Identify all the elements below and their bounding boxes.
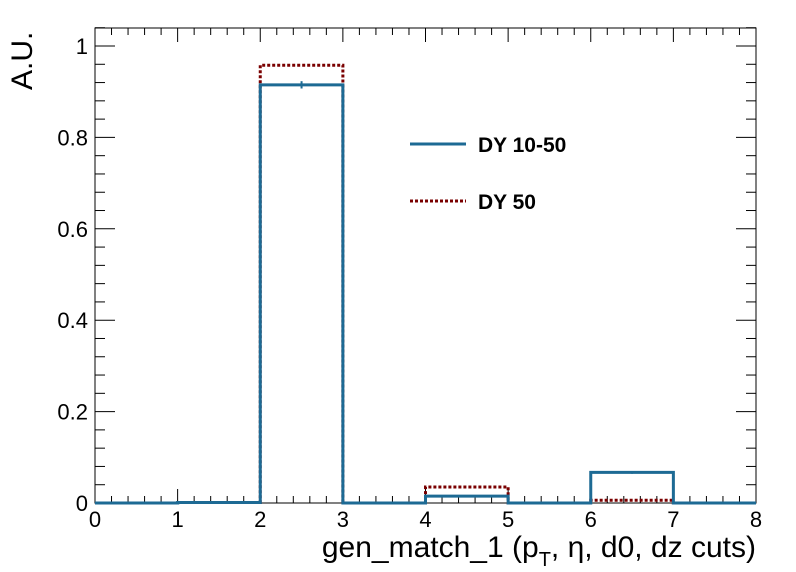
x-tick-label: 3 bbox=[337, 507, 349, 532]
y-tick-label: 0.4 bbox=[57, 308, 88, 333]
histogram-line-dy-10-50 bbox=[95, 83, 756, 505]
x-axis-title: gen_match_1 (pT, η, d0, dz cuts) bbox=[322, 531, 756, 571]
y-tick-labels: 0 0.2 0.4 0.6 0.8 1 bbox=[57, 34, 88, 516]
x-tick-label: 8 bbox=[750, 507, 762, 532]
x-tick-label: 4 bbox=[419, 507, 431, 532]
y-tick-label: 0 bbox=[76, 491, 88, 516]
histogram-series bbox=[95, 63, 756, 505]
x-tick-labels: 0 1 2 3 4 5 6 7 8 bbox=[89, 507, 762, 532]
y-tick-label: 1 bbox=[76, 34, 88, 59]
x-axis-title-main: gen_match_1 (p bbox=[322, 531, 539, 564]
legend: DY 10-50 DY 50 bbox=[410, 134, 566, 214]
x-tick-label: 7 bbox=[667, 507, 679, 532]
legend-label-dy-10-50: DY 10-50 bbox=[478, 134, 566, 157]
legend-label-dy-50: DY 50 bbox=[478, 191, 536, 214]
x-axis-title-subscript: T bbox=[539, 549, 551, 571]
axis-ticks bbox=[94, 27, 757, 504]
y-tick-label: 0.8 bbox=[57, 125, 88, 150]
x-tick-label: 6 bbox=[585, 507, 597, 532]
x-tick-label: 5 bbox=[502, 507, 514, 532]
x-tick-label: 1 bbox=[172, 507, 184, 532]
y-tick-label: 0.2 bbox=[57, 400, 88, 425]
y-axis-title: A.U. bbox=[6, 32, 39, 90]
x-axis-title-rest: , η, d0, dz cuts) bbox=[551, 531, 756, 564]
plot-frame bbox=[94, 27, 757, 504]
x-tick-label: 0 bbox=[89, 507, 101, 532]
histogram-line-dy-50 bbox=[95, 63, 756, 505]
y-tick-label: 0.6 bbox=[57, 217, 88, 242]
x-tick-label: 2 bbox=[254, 507, 266, 532]
